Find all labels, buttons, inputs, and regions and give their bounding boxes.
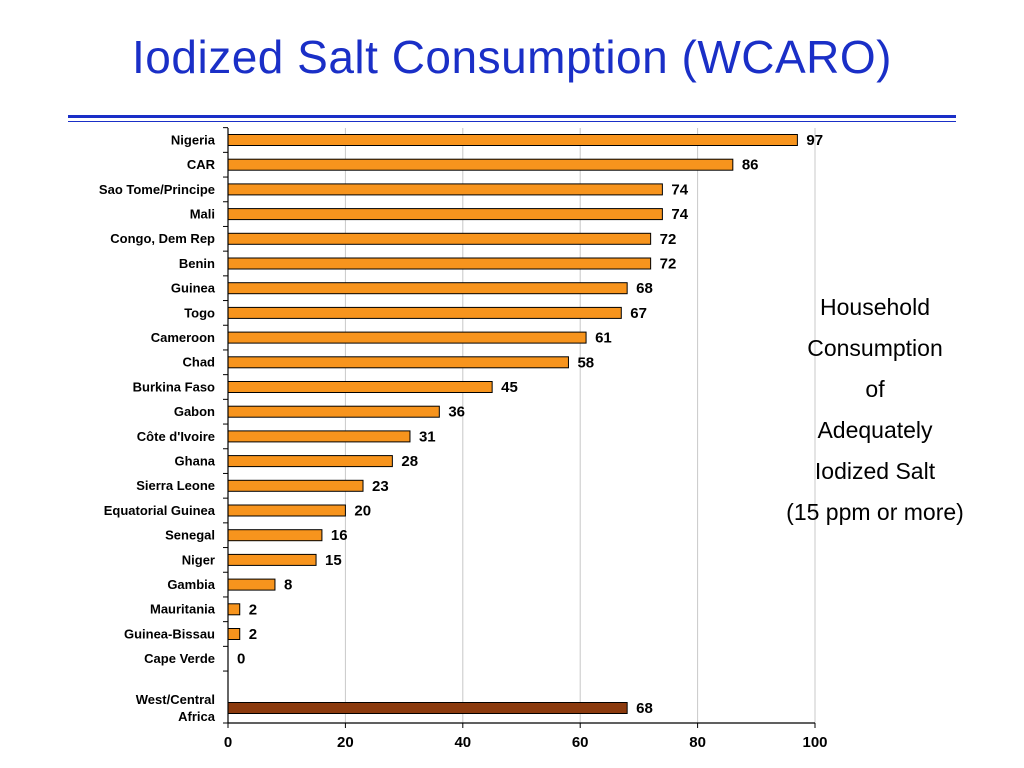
category-label: Senegal bbox=[165, 528, 215, 543]
annotation-line: Household bbox=[820, 294, 930, 320]
bar bbox=[227, 529, 323, 542]
title-underline-thin bbox=[68, 121, 956, 122]
data-label: 86 bbox=[742, 157, 759, 174]
data-label: 23 bbox=[372, 478, 389, 495]
data-label: 16 bbox=[331, 527, 348, 544]
category-label: Equatorial Guinea bbox=[104, 503, 216, 518]
bar bbox=[227, 479, 364, 492]
data-label: 0 bbox=[237, 651, 245, 668]
data-label: 31 bbox=[419, 428, 436, 445]
data-label: 2 bbox=[249, 601, 257, 618]
category-label: West/Central bbox=[136, 692, 215, 707]
data-label: 68 bbox=[636, 280, 653, 297]
category-label: Mali bbox=[190, 207, 215, 222]
page-title: Iodized Salt Consumption (WCARO) bbox=[132, 31, 892, 83]
bar bbox=[227, 134, 798, 146]
category-label: Niger bbox=[182, 552, 215, 567]
data-label: 72 bbox=[660, 255, 677, 272]
x-tick-label: 20 bbox=[337, 734, 354, 751]
x-tick-label: 0 bbox=[224, 734, 232, 751]
category-label: Congo, Dem Rep bbox=[110, 231, 215, 246]
data-label: 68 bbox=[636, 700, 653, 717]
bar bbox=[227, 702, 628, 714]
bar bbox=[227, 430, 411, 443]
category-label: Cameroon bbox=[151, 330, 215, 345]
bar bbox=[227, 504, 346, 517]
category-label: Chad bbox=[183, 355, 216, 370]
category-label: Ghana bbox=[175, 454, 216, 469]
category-label: Cape Verde bbox=[144, 651, 215, 666]
chart-annotation: Household Consumption of Adequately Iodi… bbox=[745, 287, 1005, 533]
bar bbox=[227, 183, 663, 196]
data-label: 61 bbox=[595, 330, 612, 347]
data-label: 58 bbox=[577, 354, 594, 371]
category-label: Sierra Leone bbox=[136, 478, 215, 493]
annotation-line: Adequately bbox=[817, 417, 933, 443]
annotation-line: (15 ppm or more) bbox=[786, 499, 964, 525]
category-label: Benin bbox=[179, 256, 215, 271]
category-label: Gabon bbox=[174, 404, 215, 419]
data-label: 45 bbox=[501, 379, 518, 396]
category-label: Côte d'Ivoire bbox=[137, 429, 215, 444]
category-label: Mauritania bbox=[150, 602, 216, 617]
bar bbox=[227, 455, 393, 468]
x-tick-label: 60 bbox=[572, 734, 589, 751]
title-underline-thick bbox=[68, 115, 956, 118]
bar bbox=[227, 331, 587, 344]
data-label: 67 bbox=[630, 305, 647, 322]
category-label: Guinea bbox=[171, 281, 216, 296]
data-label: 74 bbox=[671, 181, 688, 198]
data-label: 15 bbox=[325, 552, 342, 569]
category-label: CAR bbox=[187, 157, 216, 172]
bar bbox=[227, 282, 628, 295]
bar bbox=[227, 158, 734, 171]
data-label: 74 bbox=[671, 206, 688, 223]
category-label: Nigeria bbox=[171, 132, 216, 147]
x-tick-label: 100 bbox=[802, 734, 827, 751]
bar bbox=[227, 405, 440, 418]
category-label: Burkina Faso bbox=[133, 379, 215, 394]
data-label: 8 bbox=[284, 577, 292, 594]
bar bbox=[227, 603, 241, 616]
category-label: Africa bbox=[178, 709, 216, 724]
x-tick-label: 80 bbox=[689, 734, 706, 751]
bar bbox=[227, 381, 493, 393]
data-label: 28 bbox=[401, 453, 418, 470]
annotation-line: Consumption bbox=[807, 335, 943, 361]
data-label: 97 bbox=[806, 132, 823, 149]
bar bbox=[227, 306, 622, 319]
bar bbox=[227, 257, 652, 270]
bar bbox=[227, 553, 317, 566]
bar bbox=[227, 208, 663, 221]
category-label: Togo bbox=[184, 305, 215, 320]
annotation-line: Iodized Salt bbox=[814, 458, 936, 484]
data-label: 36 bbox=[448, 404, 465, 421]
bar bbox=[227, 356, 569, 369]
data-label: 72 bbox=[660, 231, 677, 248]
bar bbox=[227, 628, 241, 640]
data-label: 20 bbox=[354, 502, 371, 519]
category-label: Gambia bbox=[167, 577, 215, 592]
bar bbox=[227, 578, 276, 591]
category-label: Sao Tome/Principe bbox=[99, 182, 215, 197]
bar bbox=[227, 232, 652, 245]
x-tick-label: 40 bbox=[454, 734, 471, 751]
data-label: 2 bbox=[249, 626, 257, 643]
annotation-line: of bbox=[865, 376, 885, 402]
category-label: Guinea-Bissau bbox=[124, 626, 215, 641]
